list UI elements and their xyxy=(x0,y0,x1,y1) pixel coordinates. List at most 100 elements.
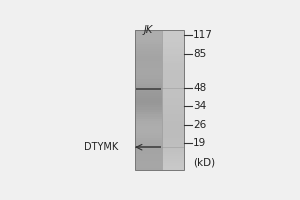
Bar xyxy=(162,56,184,58)
Bar xyxy=(162,58,184,61)
Bar xyxy=(135,65,162,68)
Bar xyxy=(135,149,162,152)
Bar xyxy=(162,107,184,110)
Bar xyxy=(135,159,162,161)
Bar xyxy=(162,68,184,70)
Bar xyxy=(135,51,162,54)
Bar xyxy=(135,147,162,149)
Bar xyxy=(135,96,162,98)
Bar xyxy=(135,133,162,135)
Bar xyxy=(135,135,162,138)
Bar xyxy=(162,154,184,156)
Bar xyxy=(135,128,162,131)
Bar xyxy=(135,68,162,70)
Bar xyxy=(135,117,162,119)
Bar xyxy=(162,147,184,148)
Bar xyxy=(162,93,184,96)
Bar xyxy=(135,145,162,147)
Bar xyxy=(162,70,184,72)
Bar xyxy=(135,86,162,89)
Bar xyxy=(162,133,184,135)
Bar xyxy=(136,146,161,148)
Bar xyxy=(135,112,162,114)
Bar xyxy=(135,124,162,126)
Bar xyxy=(135,105,162,107)
Bar xyxy=(162,140,184,142)
Bar xyxy=(162,119,184,121)
Bar xyxy=(135,114,162,117)
Bar xyxy=(135,121,162,124)
Bar xyxy=(135,140,162,142)
Bar xyxy=(162,91,184,93)
Bar xyxy=(135,110,162,112)
Bar xyxy=(162,51,184,54)
Text: 117: 117 xyxy=(193,30,213,40)
Bar xyxy=(162,121,184,124)
Bar xyxy=(162,149,184,152)
Bar xyxy=(162,110,184,112)
Bar xyxy=(135,138,162,140)
Bar xyxy=(162,96,184,98)
Bar xyxy=(162,88,184,89)
Bar xyxy=(162,47,184,49)
Bar xyxy=(135,89,162,91)
Bar xyxy=(162,124,184,126)
Bar xyxy=(135,161,162,163)
Bar xyxy=(162,40,184,42)
Text: 48: 48 xyxy=(193,83,206,93)
Bar xyxy=(162,105,184,107)
Bar xyxy=(162,128,184,131)
Bar xyxy=(135,84,162,86)
Bar xyxy=(162,163,184,166)
Bar xyxy=(135,61,162,63)
Bar xyxy=(162,142,184,145)
Bar xyxy=(162,37,184,40)
Bar xyxy=(162,86,184,89)
Bar xyxy=(135,156,162,159)
Bar xyxy=(162,100,184,103)
Bar xyxy=(162,98,184,100)
Text: 26: 26 xyxy=(193,120,206,130)
Bar xyxy=(162,54,184,56)
Bar xyxy=(135,30,162,33)
Bar xyxy=(162,156,184,159)
Bar xyxy=(162,161,184,163)
Bar xyxy=(135,82,162,84)
Bar xyxy=(162,147,184,149)
Bar xyxy=(135,37,162,40)
Bar xyxy=(135,131,162,133)
Bar xyxy=(135,72,162,75)
Bar xyxy=(135,49,162,51)
Bar xyxy=(162,44,184,47)
Bar xyxy=(162,65,184,68)
Bar xyxy=(135,42,162,44)
Bar xyxy=(135,56,162,58)
Bar xyxy=(135,40,162,42)
Bar xyxy=(135,35,162,37)
Bar xyxy=(162,159,184,161)
Bar xyxy=(135,54,162,56)
Bar xyxy=(162,131,184,133)
Bar xyxy=(162,114,184,117)
Bar xyxy=(135,126,162,128)
Bar xyxy=(162,138,184,140)
Bar xyxy=(162,79,184,82)
Bar xyxy=(162,30,184,33)
Text: (kD): (kD) xyxy=(193,158,215,168)
Bar xyxy=(162,72,184,75)
Bar xyxy=(135,58,162,61)
Bar xyxy=(135,63,162,65)
Bar xyxy=(135,91,162,93)
Text: DTYMK: DTYMK xyxy=(84,142,118,152)
Bar xyxy=(162,63,184,65)
Bar xyxy=(162,82,184,84)
Bar xyxy=(135,79,162,82)
Bar xyxy=(135,30,184,170)
Bar xyxy=(135,107,162,110)
Bar xyxy=(135,119,162,121)
Bar xyxy=(135,75,162,77)
Bar xyxy=(162,61,184,63)
Bar xyxy=(135,152,162,154)
Bar xyxy=(135,168,162,170)
Bar xyxy=(135,142,162,145)
